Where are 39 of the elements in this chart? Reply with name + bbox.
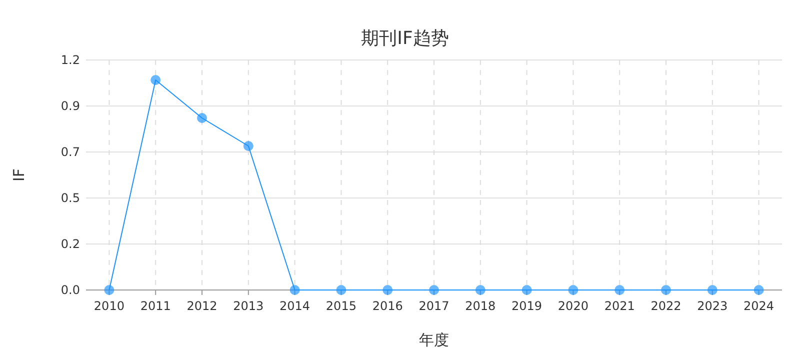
x-axis-title: 年度 (419, 331, 449, 349)
point (429, 285, 439, 295)
x-tick-label: 2019 (512, 299, 542, 313)
x-tick-label: 2016 (372, 299, 403, 313)
chart-title: 期刊IF趋势 (361, 28, 449, 49)
y-tick-label: 0.2 (60, 237, 80, 251)
point (707, 285, 718, 295)
point (661, 285, 671, 295)
x-tick-label: 2011 (140, 299, 171, 313)
x-tick-label: 2012 (186, 299, 218, 313)
x-tick-label: 2015 (326, 299, 356, 313)
point (150, 75, 161, 85)
point (382, 285, 393, 295)
point (336, 285, 346, 295)
point (522, 285, 532, 295)
point (104, 285, 114, 295)
x-tick-label: 2023 (697, 299, 728, 313)
y-tick-label: 0.5 (60, 191, 80, 205)
y-tick-label: 1.2 (60, 53, 80, 67)
x-tick-label: 2013 (233, 299, 264, 313)
y-tick-label: 0.9 (60, 99, 80, 113)
x-tick-label: 2014 (280, 299, 310, 313)
point (243, 141, 254, 151)
x-tick-label: 2024 (744, 299, 774, 313)
x-tick-label: 2020 (558, 299, 588, 313)
y-axis-title: IF (10, 168, 28, 182)
x-tick-label: 2010 (94, 299, 124, 313)
point (197, 113, 207, 123)
point (475, 285, 486, 295)
x-tick-label: 2022 (650, 299, 682, 313)
point (290, 285, 300, 295)
x-tick-label: 2021 (604, 299, 635, 313)
x-tick-label: 2017 (418, 299, 450, 313)
point (568, 285, 578, 295)
x-tick-label: 2018 (465, 299, 496, 313)
y-tick-label: 0.0 (60, 283, 80, 297)
y-tick-label: 0.7 (60, 145, 80, 159)
point (614, 285, 625, 295)
point (754, 285, 764, 295)
